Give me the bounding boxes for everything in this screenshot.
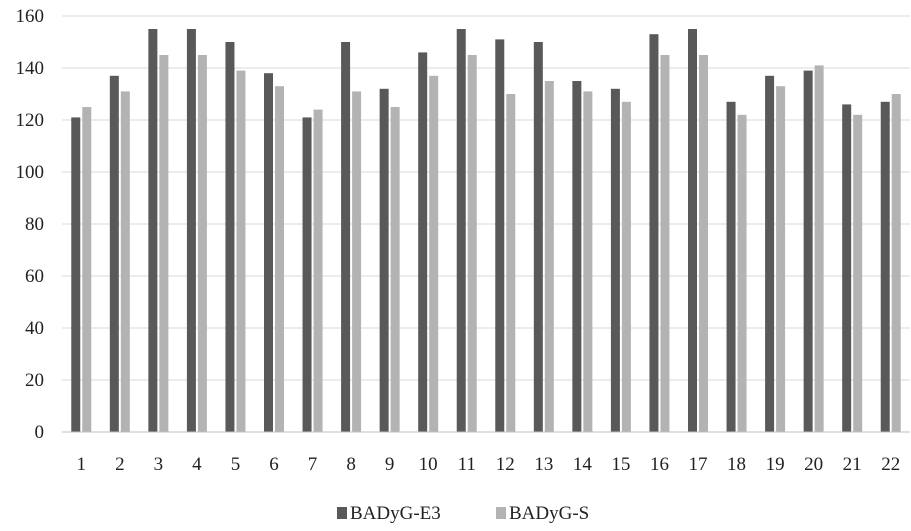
legend-swatch-badyg-e3 bbox=[337, 507, 347, 519]
x-tick-label: 13 bbox=[534, 454, 553, 475]
bar-badyg-e3-22 bbox=[880, 101, 890, 433]
y-tick-label: 60 bbox=[25, 266, 44, 287]
bar-badyg-e3-14 bbox=[572, 81, 582, 432]
bar-badyg-s-22 bbox=[891, 94, 901, 432]
y-tick-label: 80 bbox=[25, 214, 44, 235]
x-tick-label: 6 bbox=[269, 454, 279, 475]
bar-badyg-s-20 bbox=[814, 65, 824, 433]
bar-badyg-s-15 bbox=[621, 101, 631, 433]
x-tick-label: 14 bbox=[573, 454, 593, 475]
bar-badyg-e3-1 bbox=[71, 117, 81, 433]
bar-badyg-e3-10 bbox=[418, 52, 428, 433]
legend: BADyG-E3 BADyG-S bbox=[337, 503, 589, 524]
bar-badyg-e3-21 bbox=[842, 104, 852, 433]
bar-badyg-e3-7 bbox=[302, 117, 312, 433]
bar-badyg-s-19 bbox=[776, 86, 786, 432]
bar-badyg-s-14 bbox=[583, 91, 593, 433]
bar-badyg-s-1 bbox=[82, 107, 92, 432]
bar-badyg-e3-9 bbox=[379, 88, 389, 433]
bars bbox=[71, 29, 901, 433]
x-tick-label: 8 bbox=[346, 454, 356, 475]
bar-badyg-s-12 bbox=[506, 94, 516, 432]
bar-badyg-e3-8 bbox=[341, 42, 351, 432]
x-tick-label: 1 bbox=[77, 454, 87, 475]
bar-badyg-s-5 bbox=[236, 70, 246, 432]
y-tick-label: 120 bbox=[16, 110, 45, 131]
x-tick-label: 18 bbox=[727, 454, 746, 475]
bar-badyg-s-4 bbox=[197, 55, 207, 432]
y-tick-label: 100 bbox=[16, 162, 45, 183]
bar-badyg-s-16 bbox=[660, 55, 670, 432]
bar-badyg-s-17 bbox=[699, 55, 708, 432]
bar-badyg-e3-18 bbox=[726, 101, 736, 433]
bar-badyg-e3-12 bbox=[495, 39, 505, 433]
x-tick-label: 4 bbox=[192, 454, 202, 475]
x-tick-label: 12 bbox=[496, 454, 515, 475]
bar-badyg-s-21 bbox=[853, 114, 863, 433]
x-tick-label: 16 bbox=[650, 454, 669, 475]
x-tick-label: 10 bbox=[419, 454, 438, 475]
bar-badyg-e3-5 bbox=[225, 42, 235, 432]
bar-badyg-e3-3 bbox=[148, 29, 158, 432]
x-tick-label: 11 bbox=[458, 454, 476, 475]
x-tick-label: 20 bbox=[804, 454, 823, 475]
bar-badyg-e3-19 bbox=[765, 75, 775, 433]
x-tick-label: 5 bbox=[231, 454, 241, 475]
legend-label-badyg-e3: BADyG-E3 bbox=[350, 503, 441, 524]
bar-badyg-s-11 bbox=[467, 55, 477, 432]
x-tick-label: 17 bbox=[689, 454, 708, 475]
bar-badyg-e3-2 bbox=[109, 75, 119, 433]
x-tick-label: 7 bbox=[308, 454, 318, 475]
legend-label-badyg-s: BADyG-S bbox=[509, 503, 589, 524]
bar-badyg-s-7 bbox=[313, 109, 323, 432]
x-tick-label: 9 bbox=[385, 454, 395, 475]
bar-badyg-e3-4 bbox=[186, 29, 196, 432]
bar-badyg-e3-13 bbox=[533, 42, 543, 432]
bar-badyg-s-2 bbox=[120, 91, 130, 433]
bar-badyg-s-10 bbox=[429, 75, 439, 433]
bar-badyg-e3-17 bbox=[688, 29, 697, 432]
y-tick-label: 0 bbox=[35, 422, 45, 443]
x-tick-label: 22 bbox=[881, 454, 900, 475]
bar-badyg-e3-11 bbox=[456, 29, 466, 432]
y-axis-ticks: 0 20 40 60 80 100 120 140 160 bbox=[16, 6, 45, 443]
y-tick-label: 140 bbox=[16, 58, 45, 79]
y-tick-label: 40 bbox=[25, 318, 44, 339]
bar-badyg-s-3 bbox=[159, 55, 169, 432]
bar-badyg-e3-20 bbox=[803, 70, 813, 432]
bar-badyg-s-6 bbox=[275, 86, 284, 432]
x-tick-label: 19 bbox=[766, 454, 785, 475]
bar-badyg-e3-15 bbox=[610, 88, 620, 433]
y-tick-label: 20 bbox=[25, 370, 44, 391]
y-tick-label: 160 bbox=[16, 6, 45, 27]
x-tick-label: 2 bbox=[115, 454, 125, 475]
x-axis-ticks: 1 2 3 4 5 6 7 8 9 10 11 12 13 14 15 16 17 18 19 20 21 22 bbox=[77, 454, 901, 475]
legend-swatch-badyg-s bbox=[496, 507, 506, 519]
bar-badyg-s-8 bbox=[352, 91, 362, 433]
x-tick-label: 3 bbox=[154, 454, 164, 475]
x-tick-label: 21 bbox=[843, 454, 862, 475]
bar-badyg-e3-6 bbox=[264, 73, 273, 432]
x-tick-label: 15 bbox=[611, 454, 630, 475]
bar-badyg-s-9 bbox=[390, 107, 400, 432]
bar-badyg-s-13 bbox=[544, 81, 554, 432]
bar-badyg-e3-16 bbox=[649, 34, 659, 432]
bar-badyg-s-18 bbox=[737, 114, 747, 433]
